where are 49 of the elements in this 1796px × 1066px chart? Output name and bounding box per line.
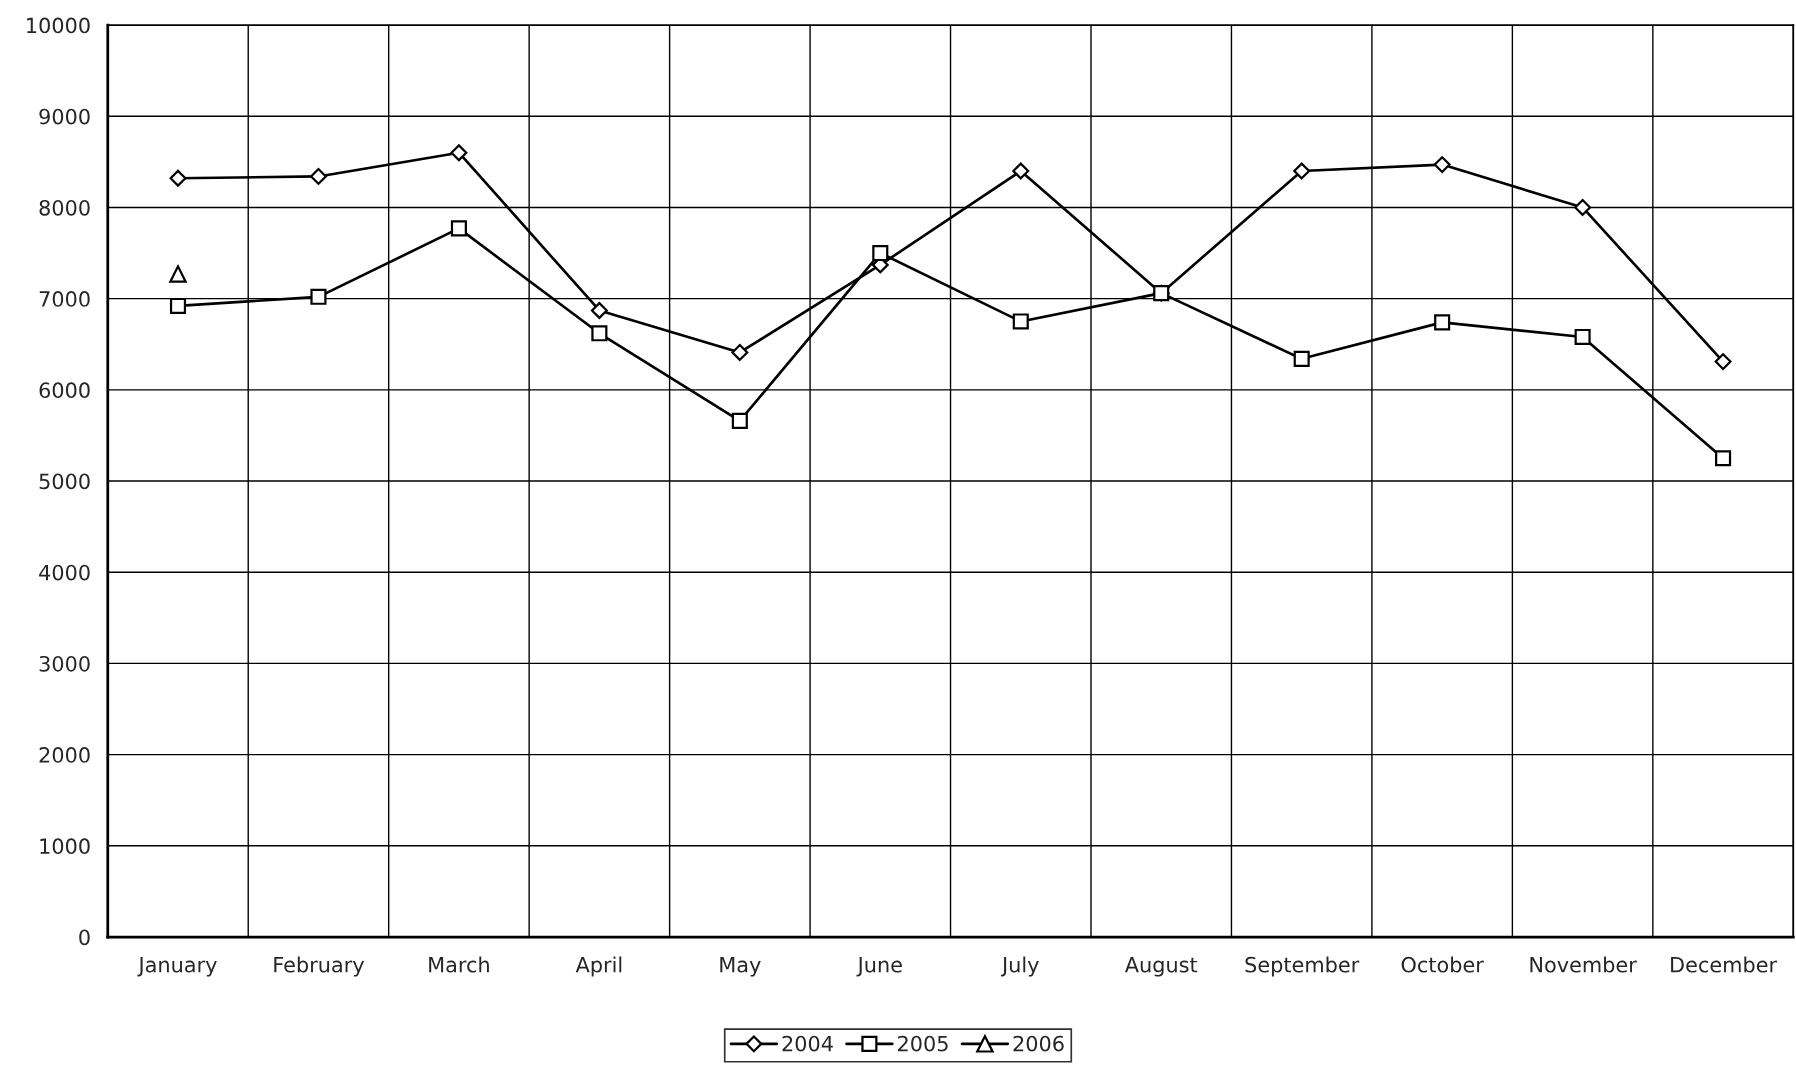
- x-tick-label: July: [1000, 956, 1039, 977]
- x-tick-label: February: [274, 956, 364, 977]
- point: [310, 288, 327, 305]
- x-tick-label: November: [1530, 956, 1637, 973]
- y-tick-label: 5000: [39, 473, 90, 490]
- point: [1012, 313, 1029, 330]
- y-tick-label: 9000: [39, 108, 90, 125]
- y-tick-label: 10000: [27, 17, 90, 34]
- y-tick-label: 6000: [39, 382, 90, 399]
- legend-label: 2005: [898, 1035, 948, 1052]
- point: [450, 220, 467, 237]
- point: [731, 343, 749, 361]
- x-tick-label: May: [720, 957, 761, 977]
- point: [169, 297, 187, 314]
- point: [1574, 198, 1592, 216]
- legend-label: 2004: [782, 1035, 833, 1052]
- y-tick-label: 3000: [39, 655, 90, 672]
- point: [1715, 450, 1732, 467]
- point: [1153, 285, 1170, 302]
- point: [169, 265, 187, 283]
- x-tick-label: December: [1671, 956, 1778, 973]
- point: [590, 302, 608, 319]
- x-tick-label: August: [1124, 957, 1198, 977]
- x-tick-label: September: [1245, 956, 1360, 977]
- point: [1434, 314, 1451, 331]
- x-tick-label: April: [575, 956, 622, 977]
- point: [1433, 156, 1451, 174]
- y-tick-label: 7000: [39, 291, 90, 307]
- y-tick-label: 4000: [39, 564, 90, 581]
- point: [450, 144, 468, 162]
- y-tick-label: 1000: [40, 838, 90, 855]
- point: [1012, 162, 1030, 180]
- point: [731, 412, 748, 429]
- x-tick-label: June: [856, 957, 902, 977]
- legend-label: 2006: [1013, 1035, 1064, 1052]
- point: [169, 169, 187, 187]
- point: [1714, 353, 1732, 371]
- point: [1574, 328, 1591, 345]
- x-tick-label: January: [137, 957, 217, 977]
- x-tick-label: October: [1401, 956, 1484, 973]
- point: [1293, 162, 1311, 180]
- y-tick-label: 8000: [39, 199, 90, 216]
- point: [1293, 350, 1310, 367]
- y-tick-label: 0: [79, 929, 90, 946]
- y-tick-label: 2000: [39, 747, 90, 763]
- point: [872, 244, 889, 262]
- x-tick-label: March: [429, 956, 489, 973]
- point: [309, 167, 327, 185]
- point: [591, 325, 608, 342]
